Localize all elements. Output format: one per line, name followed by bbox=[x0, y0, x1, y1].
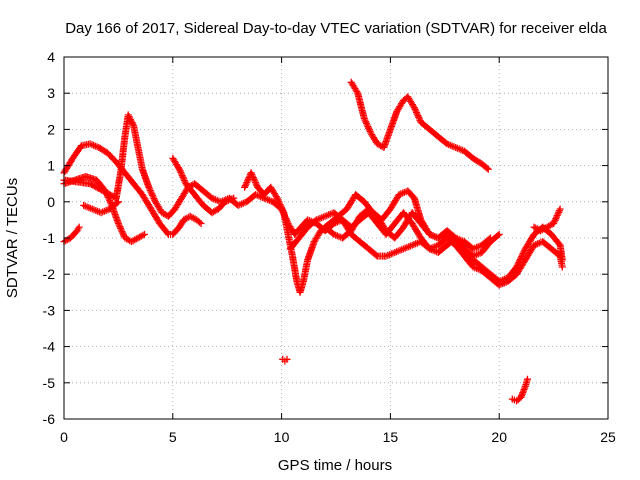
axes: 0 5 10 15 20 25 -6 -5 -4 -3 -2 -1 0 1 2 3 4 bbox=[43, 49, 616, 445]
y-tick-label: 2 bbox=[47, 121, 55, 137]
series-track-k bbox=[279, 355, 291, 365]
x-tick-label: 10 bbox=[274, 429, 290, 445]
series-track-l bbox=[508, 375, 531, 405]
y-tick-label: -4 bbox=[43, 339, 56, 355]
data-point-markers bbox=[169, 154, 238, 217]
x-tick-label: 25 bbox=[600, 429, 616, 445]
data-point-markers bbox=[321, 205, 503, 260]
x-axis-label: GPS time / hours bbox=[278, 457, 392, 474]
x-tick-label: 0 bbox=[60, 429, 68, 445]
data-point-markers bbox=[508, 375, 531, 405]
y-axis-label: SDTVAR / TECUs bbox=[4, 178, 21, 298]
x-tick-label: 15 bbox=[383, 429, 399, 445]
data-point-markers bbox=[347, 78, 492, 173]
series-track-f bbox=[169, 154, 238, 217]
data-point-markers bbox=[279, 355, 291, 365]
y-tick-label: 4 bbox=[47, 49, 55, 65]
y-tick-label: -3 bbox=[43, 302, 56, 318]
y-tick-label: -6 bbox=[43, 411, 56, 427]
data-point-markers bbox=[530, 205, 564, 235]
series-track-i bbox=[321, 205, 503, 260]
series-track-m bbox=[530, 205, 564, 235]
y-tick-label: -1 bbox=[43, 230, 56, 246]
x-tick-label: 5 bbox=[169, 429, 177, 445]
grid-lines bbox=[64, 57, 608, 419]
y-tick-label: -5 bbox=[43, 375, 56, 391]
data-points bbox=[60, 78, 566, 405]
data-point-markers bbox=[80, 198, 122, 217]
series-track-e bbox=[80, 198, 122, 217]
series-track-j bbox=[347, 78, 492, 173]
y-tick-label: -2 bbox=[43, 266, 56, 282]
y-tick-label: 0 bbox=[47, 194, 55, 210]
chart-title: Day 166 of 2017, Sidereal Day-to-day VTE… bbox=[65, 20, 607, 37]
y-tick-label: 3 bbox=[47, 85, 55, 101]
y-tick-label: 1 bbox=[47, 158, 55, 174]
x-tick-label: 20 bbox=[491, 429, 507, 445]
